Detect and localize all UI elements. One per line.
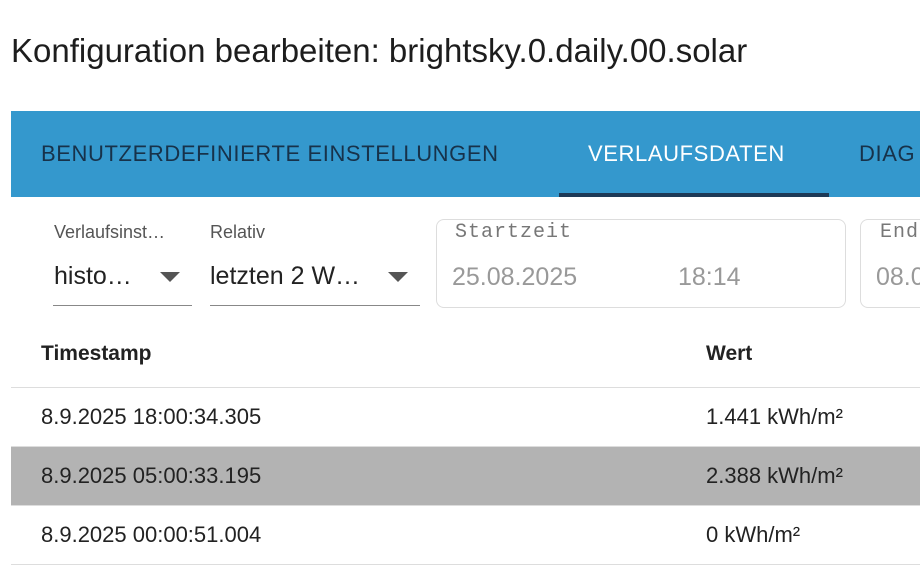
table-cell: 1.441 kWh/m² [706,404,843,429]
table-cell: 0 kWh/m² [706,522,801,547]
dropdown-arrow[interactable] [160,272,180,282]
divider [11,387,920,388]
select-label: Relativ [210,222,266,242]
page-title: Konfiguration bearbeiten: brightsky.0.da… [11,32,748,69]
table-cell: 8.9.2025 18:00:34.305 [41,404,262,429]
divider [11,446,920,447]
column-header: Wert [706,342,753,365]
column-header: Timestamp [41,342,152,365]
tab[interactable]: BENUTZERDEFINIERTE EINSTELLUNGEN [41,141,499,166]
dropdown-arrow[interactable] [388,272,408,282]
date-field[interactable] [436,219,846,308]
underline [210,305,420,306]
tab[interactable]: VERLAUFSDATEN [588,141,785,166]
table-cell: 2.388 kWh/m² [706,463,843,488]
select-value[interactable]: letzten 2 W… [210,262,361,290]
select-label: Verlaufsinst… [54,222,166,242]
date-field[interactable] [860,219,920,308]
tab-indicator [559,193,829,197]
select-value[interactable]: histo… [54,262,132,290]
table-cell: 8.9.2025 00:00:51.004 [41,522,262,547]
underline [53,305,192,306]
tab-bar [11,111,920,197]
table-row[interactable] [11,447,920,506]
field-label: End [880,221,920,244]
time-value: 18:14 [678,263,741,291]
field-label: Startzeit [455,221,573,244]
date-value: 25.08.2025 [452,263,578,291]
divider [11,505,920,506]
tab[interactable]: DIAG [859,141,916,166]
date-value: 08.0 [876,263,920,291]
table-cell: 8.9.2025 05:00:33.195 [41,463,262,488]
divider [11,564,920,565]
